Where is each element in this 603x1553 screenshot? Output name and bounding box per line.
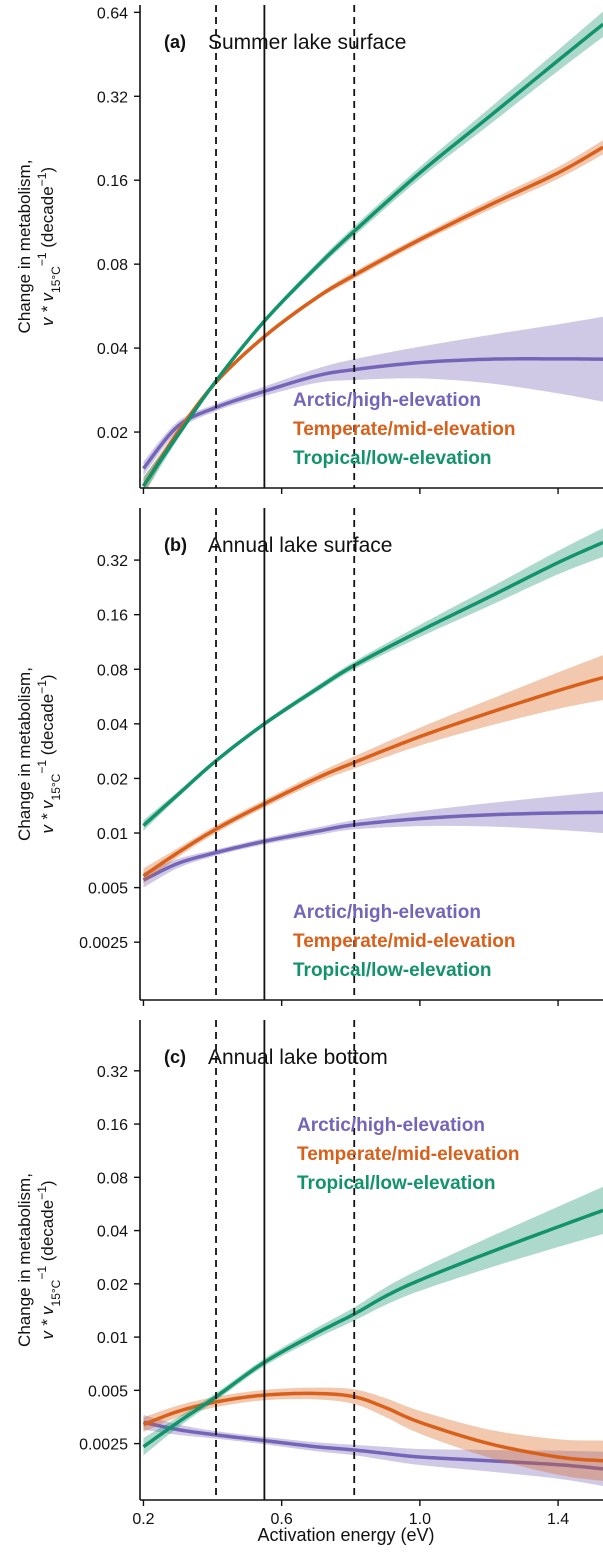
- panel-title: Annual lake surface: [208, 534, 392, 557]
- confidence-band-arctic: [143, 316, 603, 476]
- series-line-tropical: [142, 22, 603, 488]
- panel-letter: (b): [164, 535, 187, 555]
- panel-letter: (c): [164, 1047, 186, 1067]
- y-tick-label: 0.64: [97, 5, 128, 22]
- confidence-band-temperate: [143, 140, 603, 488]
- y-axis-label: Change in metabolism, v * v15°C−1 (decade…: [15, 667, 63, 841]
- y-axis-label-part: (decade: [38, 694, 57, 760]
- series-line-tropical: [142, 540, 603, 827]
- panel-title: Annual lake bottom: [208, 1046, 388, 1069]
- y-axis-label-line2: v * v15°C−1 (decade−1): [35, 1180, 63, 1339]
- y-axis-label-part: (decade: [38, 186, 57, 252]
- series-line-arctic: [142, 810, 603, 882]
- legend-entry-arctic: Arctic/high-elevation: [293, 902, 481, 923]
- y-tick-label: 0.04: [97, 1224, 128, 1241]
- y-axis-label-line2: v * v15°C−1 (decade−1): [35, 674, 63, 833]
- y-tick-label: 0.0025: [79, 935, 128, 952]
- y-tick-label: 0.16: [97, 608, 128, 625]
- panel-1: 0.02 0.04 0.08 0.16 0.32 0.64 (a) Summer lake s…: [15, 5, 603, 494]
- legend-entry-tropical: Tropical/low-elevation: [293, 448, 492, 469]
- y-tick-label: 0.04: [97, 341, 128, 358]
- legend-entry-temperate: Temperate/mid-elevation: [293, 931, 515, 952]
- y-axis-label-part: v * v: [38, 1305, 57, 1340]
- x-tick-label: 1.0: [409, 1511, 431, 1528]
- plot-area: [141, 11, 603, 488]
- legend-entry-tropical: Tropical/low-elevation: [293, 960, 492, 981]
- confidence-band-tropical: [143, 1186, 603, 1456]
- x-tick-label: 1.4: [547, 1511, 569, 1528]
- plot-area: [142, 1186, 603, 1486]
- y-tick-label: 0.005: [88, 881, 128, 898]
- legend-entry-tropical: Tropical/low-elevation: [297, 1173, 496, 1194]
- y-axis-label-part: ): [38, 1180, 57, 1186]
- y-tick-label: 0.16: [97, 1117, 128, 1134]
- x-axis-label: Activation energy (eV): [257, 1525, 434, 1545]
- y-tick-label: 0.01: [97, 1330, 128, 1347]
- plot-area: [142, 528, 603, 888]
- legend-entry-arctic: Arctic/high-elevation: [293, 390, 481, 411]
- y-tick-label: 0.08: [97, 662, 128, 679]
- y-axis-label-part: −1: [35, 1266, 49, 1280]
- y-tick-label: 0.0025: [79, 1437, 128, 1454]
- confidence-band-temperate: [143, 1387, 603, 1481]
- y-axis-label-part: −1: [35, 172, 49, 186]
- y-axis-label-part: v * v: [38, 799, 57, 834]
- y-axis-label-part: −1: [35, 252, 49, 266]
- y-axis-label-part: v * v: [38, 291, 57, 326]
- panel-letter: (a): [164, 32, 186, 52]
- y-tick-label: 0.02: [97, 771, 128, 788]
- y-axis-label-part: ): [38, 674, 57, 680]
- y-axis-label-line2: v * v15°C−1 (decade−1): [35, 167, 63, 326]
- y-axis-label-part: −1: [35, 680, 49, 694]
- series-line-temperate: [142, 675, 603, 878]
- y-axis-label: Change in metabolism, v * v15°C−1 (decade…: [15, 160, 63, 334]
- x-tick-label: 0.2: [132, 1511, 154, 1528]
- y-axis-label-line1: Change in metabolism,: [15, 160, 34, 334]
- panel-title: Summer lake surface: [208, 31, 406, 54]
- y-axis-label-part: −1: [35, 1186, 49, 1200]
- panels: 0.02 0.04 0.08 0.16 0.32 0.64 (a) Summer lake s…: [15, 5, 603, 1528]
- y-axis-label-part: 15°C: [49, 773, 63, 800]
- y-axis-label-part: 15°C: [49, 1279, 63, 1306]
- y-tick-label: 0.32: [97, 1064, 128, 1081]
- series-line-arctic: [143, 1420, 603, 1471]
- y-tick-label: 0.02: [97, 425, 128, 442]
- y-tick-label: 0.01: [97, 826, 128, 843]
- y-axis-label: Change in metabolism, v * v15°C−1 (decade…: [15, 1173, 63, 1347]
- y-axis-label-part: 15°C: [49, 266, 63, 293]
- legend-entry-temperate: Temperate/mid-elevation: [293, 419, 515, 440]
- y-axis-label-part: ): [38, 167, 57, 173]
- series-line-arctic: [142, 357, 603, 470]
- y-axis-label-part: (decade: [38, 1200, 57, 1266]
- panel-2: 0.0025 0.005 0.01 0.02 0.04 0.08 0.16 0.32 (b) An…: [15, 508, 603, 1006]
- y-tick-label: 0.08: [97, 1170, 128, 1187]
- y-axis-label-line1: Change in metabolism,: [15, 667, 34, 841]
- y-tick-label: 0.04: [97, 717, 128, 734]
- y-axis-label-part: −1: [35, 760, 49, 774]
- y-tick-label: 0.08: [97, 257, 128, 274]
- y-tick-label: 0.005: [88, 1383, 128, 1400]
- legend-entry-temperate: Temperate/mid-elevation: [297, 1144, 519, 1165]
- confidence-band-tropical: [143, 528, 603, 831]
- panel-3: 0.0025 0.005 0.01 0.02 0.04 0.08 0.16 0.32 0.2 0.…: [15, 1020, 603, 1528]
- legend-entry-arctic: Arctic/high-elevation: [297, 1115, 485, 1136]
- y-axis-label-line1: Change in metabolism,: [15, 1173, 34, 1347]
- y-tick-label: 0.16: [97, 173, 128, 190]
- confidence-band-arctic: [143, 791, 603, 888]
- x-tick-label: 0.6: [271, 1511, 293, 1528]
- y-tick-label: 0.02: [97, 1277, 128, 1294]
- y-tick-label: 0.32: [97, 89, 128, 106]
- y-tick-label: 0.32: [97, 553, 128, 570]
- confidence-band-temperate: [143, 655, 603, 884]
